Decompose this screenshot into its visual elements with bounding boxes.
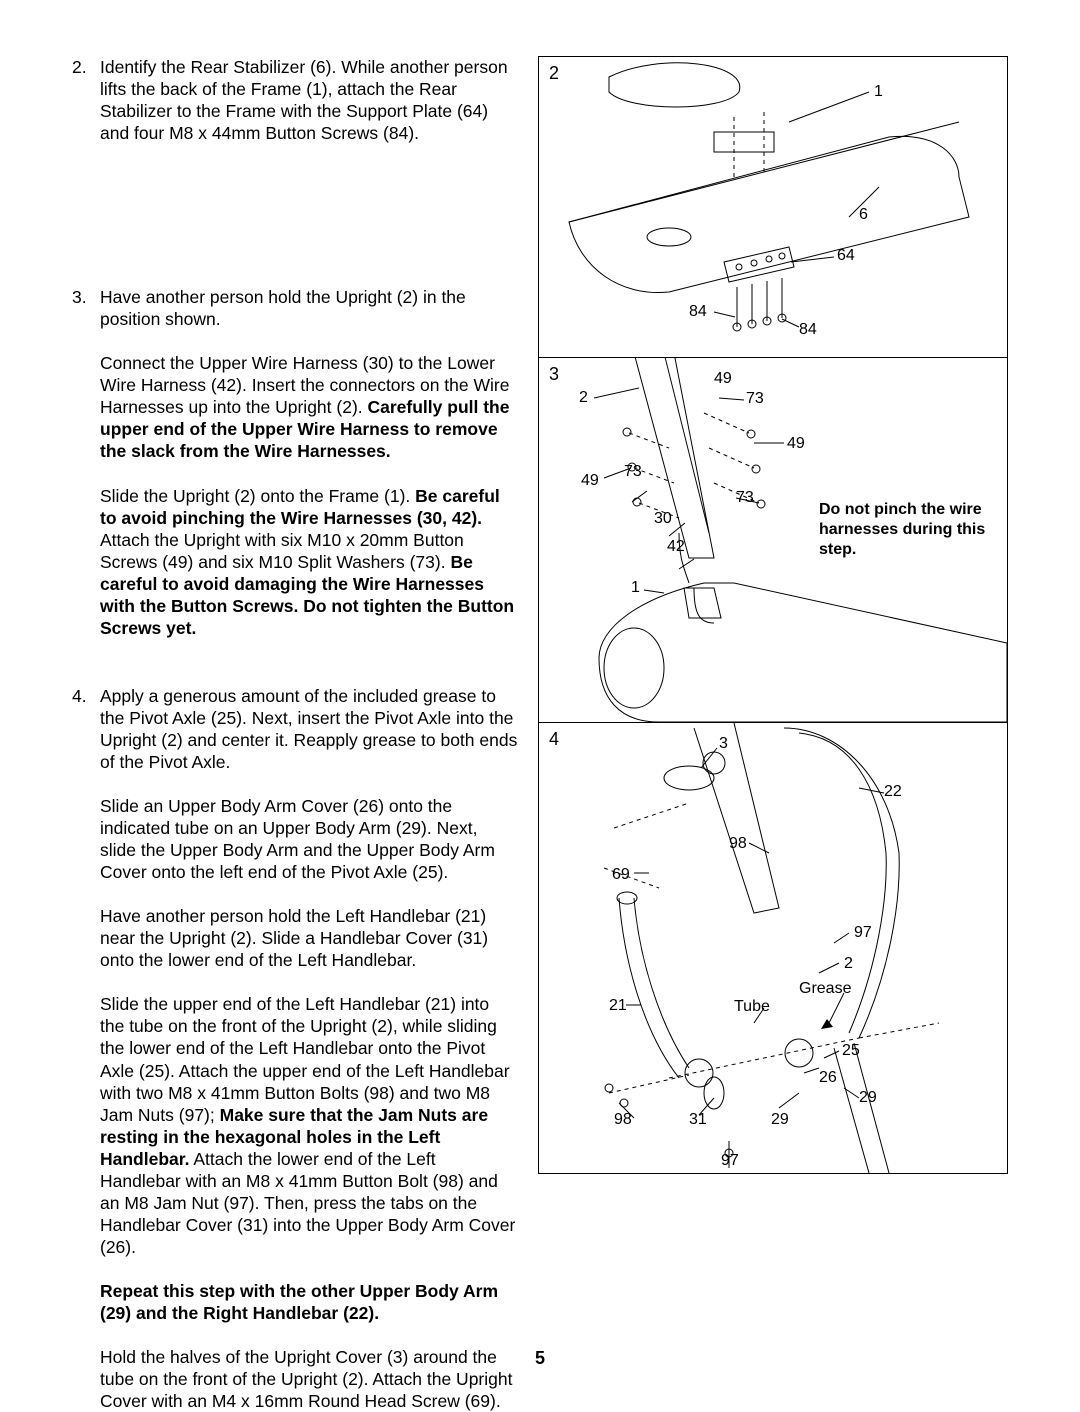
callout-label: 29 [859, 1090, 877, 1106]
diagram-panel-4: 4 [539, 723, 1007, 1173]
text: Identify the Rear Stabilizer (6). While … [100, 57, 508, 143]
callout-label: 3 [719, 736, 728, 752]
diagram-panel-stack: 2 [538, 56, 1008, 1174]
text: Slide the Upright (2) onto the Frame (1)… [100, 486, 415, 506]
callout-label: 25 [842, 1043, 860, 1059]
callout-label: 22 [884, 784, 902, 800]
callout-label: 49 [581, 473, 599, 489]
diagram-svg [539, 57, 1007, 357]
step-3: 3. Have another person hold the Upright … [72, 286, 518, 639]
step-text: Identify the Rear Stabilizer (6). While … [100, 56, 518, 144]
step-number: 2. [72, 56, 87, 78]
callout-label: 98 [614, 1112, 632, 1128]
callout-label: 73 [624, 464, 642, 480]
step-number: 3. [72, 286, 87, 308]
callout-label: 64 [837, 248, 855, 264]
page: 2. Identify the Rear Stabilizer (6). Whi… [0, 0, 1080, 1397]
callout-label: 42 [667, 539, 685, 555]
callout-label: 97 [721, 1153, 739, 1169]
page-number: 5 [0, 1348, 1080, 1369]
step-text: Slide the Upright (2) onto the Frame (1)… [100, 485, 518, 639]
panel-number: 3 [549, 364, 559, 385]
step-text: Slide an Upper Body Arm Cover (26) onto … [100, 795, 518, 883]
step-text: Apply a generous amount of the included … [100, 685, 518, 773]
diagram-svg [539, 723, 1007, 1173]
step-text: Connect the Upper Wire Harness (30) to t… [100, 352, 518, 462]
callout-label: 97 [854, 925, 872, 941]
panel-number: 2 [549, 63, 559, 84]
callout-label: 49 [714, 371, 732, 387]
diagram-panel-2: 2 [539, 57, 1007, 358]
diagram-column: 2 [538, 56, 1008, 1326]
callout-label: 26 [819, 1070, 837, 1086]
step-text: Slide the upper end of the Left Handleba… [100, 993, 518, 1258]
step-text: Have another person hold the Upright (2)… [100, 286, 518, 330]
callout-label: Grease [799, 981, 851, 997]
spacer [72, 661, 518, 685]
callout-label: 73 [746, 391, 764, 407]
callout-label: 49 [787, 436, 805, 452]
callout-label: 2 [844, 956, 853, 972]
callout-label: 2 [579, 390, 588, 406]
callout-label: 31 [689, 1112, 707, 1128]
callout-label: 69 [612, 867, 630, 883]
diagram-panel-3: 3 [539, 358, 1007, 723]
step-text: Repeat this step with the other Upper Bo… [100, 1280, 518, 1324]
callout-label: 29 [771, 1112, 789, 1128]
step-text: Have another person hold the Left Handle… [100, 905, 518, 971]
callout-label: 30 [654, 511, 672, 527]
text: Attach the Upright with six M10 x 20mm B… [100, 530, 464, 572]
callout-label: 6 [859, 207, 868, 223]
callout-label: 1 [631, 580, 640, 596]
instruction-text-column: 2. Identify the Rear Stabilizer (6). Whi… [72, 56, 538, 1326]
callout-label: 21 [609, 998, 627, 1014]
two-column-layout: 2. Identify the Rear Stabilizer (6). Whi… [72, 56, 1008, 1326]
step-2: 2. Identify the Rear Stabilizer (6). Whi… [72, 56, 518, 144]
callout-label: 84 [799, 322, 817, 338]
callout-label: Tube [734, 999, 770, 1015]
callout-label: 1 [874, 84, 883, 100]
step-number: 4. [72, 685, 87, 707]
step-4: 4. Apply a generous amount of the includ… [72, 685, 518, 1412]
callout-label: 73 [736, 490, 754, 506]
spacer [72, 166, 518, 286]
callout-label: 98 [729, 836, 747, 852]
callout-label: 84 [689, 304, 707, 320]
panel-warning: Do not pinch the wire harnesses during t… [819, 500, 989, 560]
panel-number: 4 [549, 729, 559, 750]
